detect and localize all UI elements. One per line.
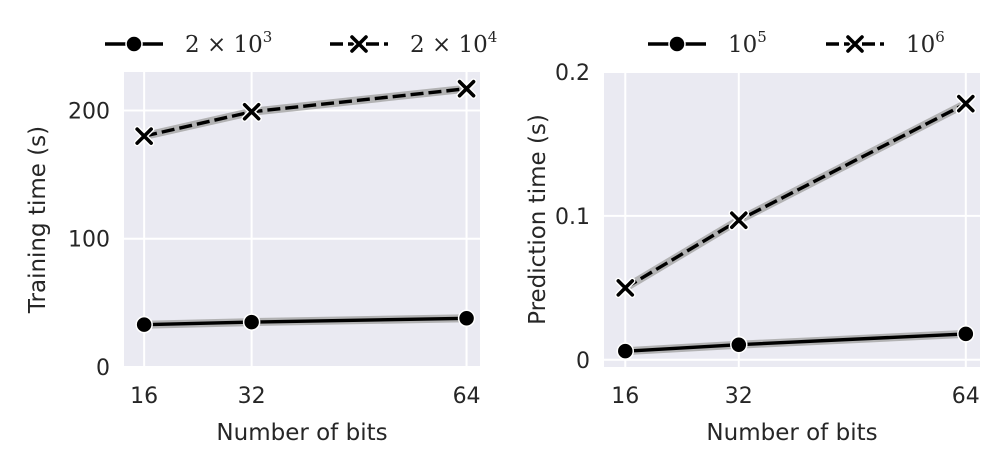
train-series-0-point — [135, 315, 153, 334]
train-legend-marker-1 — [348, 33, 370, 55]
pred-series-1-point — [955, 93, 977, 114]
pred-series-1 — [615, 93, 977, 299]
pred-plot-area — [604, 72, 980, 367]
train-legend-label-exponent: 3 — [263, 28, 273, 46]
pred-y-tick-label: 0 — [576, 349, 590, 374]
train-series-1-point — [241, 101, 262, 123]
pred-series-1-point — [615, 277, 636, 299]
pred-series-1-point-glyph — [616, 279, 635, 297]
train-series-1-point — [133, 125, 155, 147]
train-legend-label-exponent: 4 — [488, 28, 498, 46]
train-x-tick-label: 64 — [453, 384, 481, 409]
pred-x-tick-label: 16 — [611, 384, 639, 409]
train-x-tick-label: 16 — [130, 384, 158, 409]
pred-series-0-point — [730, 335, 748, 354]
pred-legend-marker-1-glyph — [846, 35, 864, 53]
pred-legend-entry-0: 105 — [648, 28, 767, 58]
pred-series-1-point-glyph — [729, 211, 748, 230]
pred-legend-label-exponent: 6 — [935, 28, 945, 46]
pred-legend-label-base: 10 — [906, 32, 935, 58]
pred-legend-label-0: 105 — [728, 28, 767, 58]
train-y-axis-label: Training time (s) — [25, 126, 51, 314]
train-x-tick-label: 32 — [238, 384, 266, 409]
train-y-tick-label: 200 — [68, 99, 110, 124]
pred-legend-label-exponent: 5 — [757, 28, 767, 46]
pred-y-tick-label: 0.2 — [555, 61, 590, 86]
pred-series-0-point — [957, 325, 975, 343]
train-series-0-point — [242, 313, 261, 331]
pred-series-1-point — [728, 209, 750, 231]
train-series-1-point-glyph — [242, 102, 261, 121]
pred-legend-label-base: 10 — [728, 32, 757, 58]
train-y-tick-label: 100 — [68, 228, 110, 253]
pred-series-0 — [616, 325, 975, 360]
train-legend-label-base: 2 × 10 — [185, 32, 263, 58]
train-legend-entry-0: 2 × 103 — [105, 28, 272, 58]
train-series-1-point-glyph — [457, 79, 476, 98]
pred-series-0-point — [616, 342, 635, 360]
prediction-time-panel: 16 32 64 0 0.1 0.2 Number of bits Prediction ti… — [525, 28, 980, 446]
pred-y-axis-label: Prediction time (s) — [525, 114, 551, 325]
pred-y-tick-label: 0.1 — [555, 205, 590, 230]
train-series-1-point-glyph — [135, 127, 153, 145]
train-legend-label-1: 2 × 104 — [410, 28, 497, 58]
pred-legend-entry-1: 106 — [826, 28, 945, 58]
pred-series-1-point-glyph — [957, 94, 975, 113]
pred-legend-label-1: 106 — [906, 28, 945, 58]
train-legend-label-0: 2 × 103 — [185, 28, 272, 58]
train-y-tick-label: 0 — [96, 356, 110, 381]
train-legend-label-base: 2 × 10 — [410, 32, 488, 58]
train-series-0 — [135, 309, 476, 334]
pred-x-tick-label: 64 — [952, 384, 980, 409]
train-series-0-point — [457, 309, 476, 328]
train-series-1-point — [456, 78, 477, 99]
train-legend-marker-1-glyph — [350, 35, 368, 53]
train-legend-entry-1: 2 × 104 — [330, 28, 497, 58]
train-series-1 — [133, 78, 477, 147]
train-legend-marker-0 — [125, 35, 143, 53]
pred-x-tick-label: 32 — [725, 384, 753, 409]
pred-x-axis-label: Number of bits — [706, 420, 877, 446]
pred-legend-marker-0 — [668, 35, 686, 53]
training-time-panel: 16 32 64 0 100 200 Number of bits Training time… — [25, 28, 497, 446]
pred-legend-marker-1 — [844, 33, 866, 55]
train-x-axis-label: Number of bits — [216, 420, 387, 446]
